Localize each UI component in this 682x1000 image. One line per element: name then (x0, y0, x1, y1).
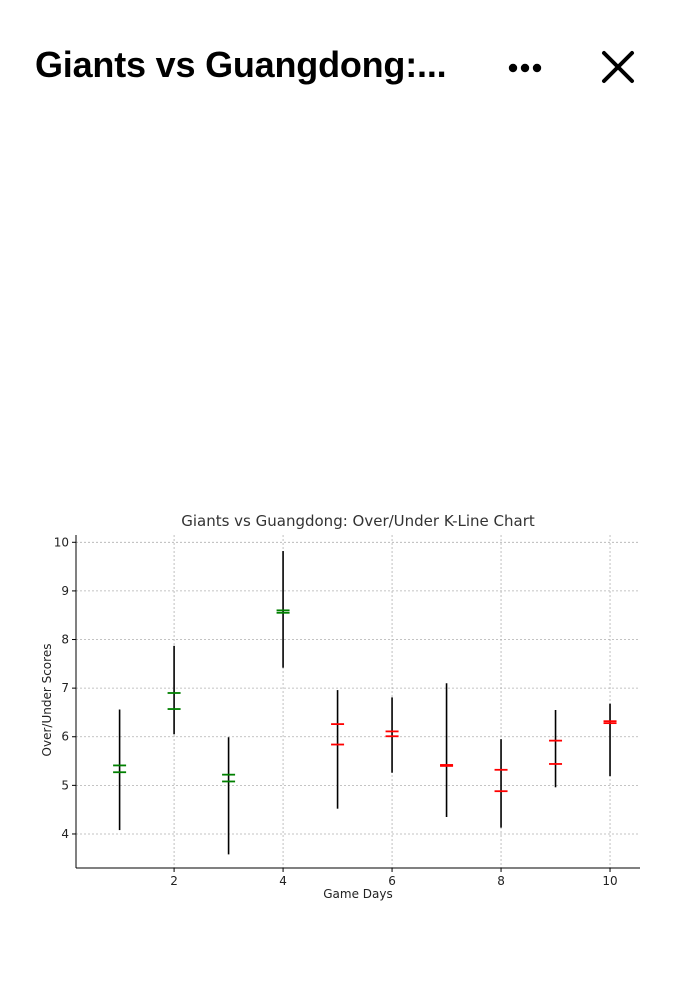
x-tick-label: 6 (388, 874, 396, 888)
chart-grid (76, 535, 640, 868)
x-tick-label: 4 (279, 874, 287, 888)
x-tick-label: 8 (497, 874, 505, 888)
y-tick-label: 7 (61, 681, 69, 695)
candle-day-9 (549, 710, 563, 788)
x-tick-label: 2 (170, 874, 178, 888)
close-icon (602, 51, 634, 83)
chart-axes: 4 5 6 7 8 9 10 2 4 6 8 10 (54, 535, 640, 888)
more-horizontal-icon (508, 63, 542, 73)
candle-day-8 (494, 739, 508, 828)
y-tick-label: 4 (61, 827, 69, 841)
candle-day-1 (113, 709, 127, 831)
more-options-button[interactable] (500, 48, 550, 88)
x-axis-label: Game Days (323, 887, 393, 901)
chart-svg: Giants vs Guangdong: Over/Under K-Line C… (40, 512, 640, 901)
chart-title: Giants vs Guangdong: Over/Under K-Line C… (181, 512, 535, 530)
candle-day-6 (385, 697, 399, 773)
y-tick-label: 5 (61, 778, 69, 792)
close-button[interactable] (595, 44, 641, 90)
candle-day-5 (331, 690, 345, 809)
y-tick-label: 6 (61, 730, 69, 744)
header: Giants vs Guangdong:... (0, 0, 682, 140)
candle-day-3 (222, 737, 236, 855)
y-tick-label: 8 (61, 633, 69, 647)
y-tick-label: 10 (54, 535, 69, 549)
chart-candles (113, 551, 617, 855)
x-tick-label: 10 (602, 874, 617, 888)
y-tick-label: 9 (61, 584, 69, 598)
candle-day-10 (603, 703, 617, 777)
candle-day-4 (276, 551, 290, 668)
candle-day-2 (167, 645, 181, 735)
candle-day-7 (440, 683, 454, 817)
chart-container: Giants vs Guangdong: Over/Under K-Line C… (0, 505, 682, 915)
y-axis-label: Over/Under Scores (40, 644, 54, 757)
page-title: Giants vs Guangdong:... (35, 44, 447, 85)
